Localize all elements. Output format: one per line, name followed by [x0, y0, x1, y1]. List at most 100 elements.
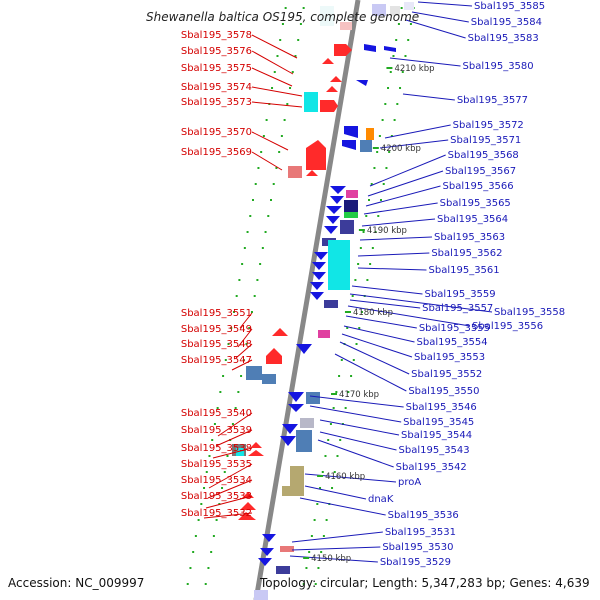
gene-label-right[interactable]: Sbal195_3554	[417, 337, 488, 348]
gene-arrow-reverse[interactable]	[288, 392, 304, 402]
gene-label-left[interactable]: Sbal195_3549	[181, 324, 252, 335]
gene-label-right[interactable]: Sbal195_3580	[463, 61, 534, 72]
gene-arrow-reverse[interactable]	[324, 226, 338, 234]
gene-label-left[interactable]: Sbal195_3535	[181, 459, 252, 470]
gene-label-right[interactable]: Sbal195_3550	[408, 386, 479, 397]
gene-box[interactable]	[320, 6, 334, 26]
gene-label-left[interactable]: Sbal195_3576	[181, 46, 252, 57]
gene-box[interactable]	[344, 200, 358, 212]
gene-label-right[interactable]: Sbal195_3564	[437, 214, 508, 225]
gene-box[interactable]	[262, 374, 276, 384]
gene-box[interactable]	[366, 128, 374, 140]
gene-label-right[interactable]: Sbal195_3558	[494, 307, 565, 318]
gene-label-left[interactable]: Sbal195_3547	[181, 355, 252, 366]
gene-label-right[interactable]: Sbal195_3583	[468, 33, 539, 44]
gene-box[interactable]	[296, 430, 312, 452]
gene-box[interactable]	[276, 566, 290, 574]
gene-box[interactable]	[246, 366, 262, 380]
gene-label-right[interactable]: Sbal195_3536	[388, 510, 459, 521]
gene-label-left[interactable]: Sbal195_3569	[181, 147, 252, 158]
gene-arrow-forward[interactable]	[306, 140, 326, 170]
gene-label-right[interactable]: Sbal195_3529	[380, 557, 451, 568]
gene-arrow-reverse[interactable]	[356, 80, 368, 86]
gene-label-right[interactable]: proA	[398, 477, 421, 488]
gene-label-right[interactable]: Sbal195_3553	[414, 352, 485, 363]
gene-label-left[interactable]: Sbal195_3538	[181, 443, 252, 454]
gene-box[interactable]	[280, 546, 294, 552]
gene-label-right[interactable]: Sbal195_3571	[450, 135, 521, 146]
gene-arrow-reverse[interactable]	[260, 548, 274, 556]
gene-arrow-reverse[interactable]	[288, 404, 304, 412]
gene-label-right[interactable]: Sbal195_3552	[411, 369, 482, 380]
gene-label-left[interactable]: Sbal195_3534	[181, 475, 252, 486]
gene-label-right[interactable]: Sbal195_3530	[382, 542, 453, 553]
gene-label-right[interactable]: Sbal195_3544	[401, 430, 472, 441]
gene-label-left[interactable]: Sbal195_3548	[181, 339, 252, 350]
gene-label-left[interactable]: Sbal195_3551	[181, 308, 252, 319]
gene-arrow-reverse[interactable]	[364, 44, 376, 52]
gene-box[interactable]	[254, 590, 268, 600]
gene-arrow-forward[interactable]	[330, 76, 342, 82]
gene-label-right[interactable]: Sbal195_3568	[448, 150, 519, 161]
gene-label-left[interactable]: Sbal195_3573	[181, 97, 252, 108]
gene-arrow-forward[interactable]	[326, 86, 338, 92]
gene-arrow-forward[interactable]	[250, 442, 262, 448]
gene-arrow-reverse[interactable]	[326, 216, 340, 224]
gene-label-right[interactable]: Sbal195_3543	[399, 445, 470, 456]
gene-label-left[interactable]: Sbal195_3540	[181, 408, 252, 419]
gene-arrow-reverse[interactable]	[344, 126, 358, 138]
gene-label-left[interactable]: Sbal195_3578	[181, 30, 252, 41]
gene-arrow-forward[interactable]	[306, 170, 318, 176]
gene-arrow-reverse[interactable]	[282, 424, 298, 434]
gene-box[interactable]	[346, 190, 358, 198]
gene-label-right[interactable]: Sbal195_3566	[443, 181, 514, 192]
gene-label-right[interactable]: Sbal195_3555	[419, 323, 490, 334]
gene-arrow-reverse[interactable]	[312, 262, 326, 270]
gene-box[interactable]	[360, 140, 372, 152]
gene-arrow-reverse[interactable]	[314, 252, 328, 260]
gene-label-left[interactable]: Sbal195_3570	[181, 127, 252, 138]
gene-box[interactable]	[300, 418, 314, 428]
gene-arrow-reverse[interactable]	[310, 292, 324, 300]
gene-label-right[interactable]: Sbal195_3562	[431, 248, 502, 259]
gene-box[interactable]	[304, 92, 318, 112]
gene-arrow-reverse[interactable]	[384, 46, 396, 52]
gene-box[interactable]	[288, 166, 302, 178]
gene-box[interactable]	[236, 448, 244, 456]
gene-label-right[interactable]: Sbal195_3572	[453, 120, 524, 131]
gene-label-right[interactable]: Sbal195_3563	[434, 232, 505, 243]
gene-box[interactable]	[282, 486, 304, 496]
gene-arrow-forward[interactable]	[272, 328, 288, 336]
gene-label-left[interactable]: Sbal195_3539	[181, 425, 252, 436]
gene-box[interactable]	[404, 2, 414, 10]
gene-box[interactable]	[344, 212, 358, 218]
gene-label-right[interactable]: Sbal195_3584	[471, 17, 542, 28]
gene-arrow-forward[interactable]	[240, 502, 256, 510]
gene-arrow-forward[interactable]	[238, 512, 256, 520]
gene-label-right[interactable]: Sbal195_3546	[406, 402, 477, 413]
gene-arrow-reverse[interactable]	[262, 534, 276, 542]
gene-arrow-reverse[interactable]	[296, 344, 312, 354]
gene-label-right[interactable]: Sbal195_3585	[474, 1, 545, 12]
gene-label-left[interactable]: Sbal195_3532	[181, 508, 252, 519]
gene-arrow-forward[interactable]	[266, 348, 282, 364]
gene-label-left[interactable]: Sbal195_3575	[181, 63, 252, 74]
gene-label-right[interactable]: Sbal195_3565	[440, 198, 511, 209]
gene-box[interactable]	[318, 330, 330, 338]
gene-arrow-reverse[interactable]	[258, 558, 272, 566]
gene-label-right[interactable]: Sbal195_3545	[403, 417, 474, 428]
gene-label-right[interactable]: Sbal195_3567	[445, 166, 516, 177]
gene-label-right[interactable]: Sbal195_3556	[472, 321, 543, 332]
gene-label-right[interactable]: Sbal195_3561	[429, 265, 500, 276]
gene-label-right[interactable]: Sbal195_3559	[425, 289, 496, 300]
gene-arrow-reverse[interactable]	[310, 282, 324, 290]
gene-arrow-reverse[interactable]	[342, 140, 356, 150]
gene-arrow-forward[interactable]	[322, 58, 334, 64]
gene-box[interactable]	[328, 240, 350, 290]
gene-label-right[interactable]: Sbal195_3577	[457, 95, 528, 106]
gene-arrow-forward[interactable]	[248, 450, 264, 456]
gene-box[interactable]	[340, 220, 354, 234]
gene-label-right[interactable]: Sbal195_3557	[422, 303, 493, 314]
gene-label-left[interactable]: Sbal195_3533	[181, 491, 252, 502]
gene-box[interactable]	[324, 300, 338, 308]
